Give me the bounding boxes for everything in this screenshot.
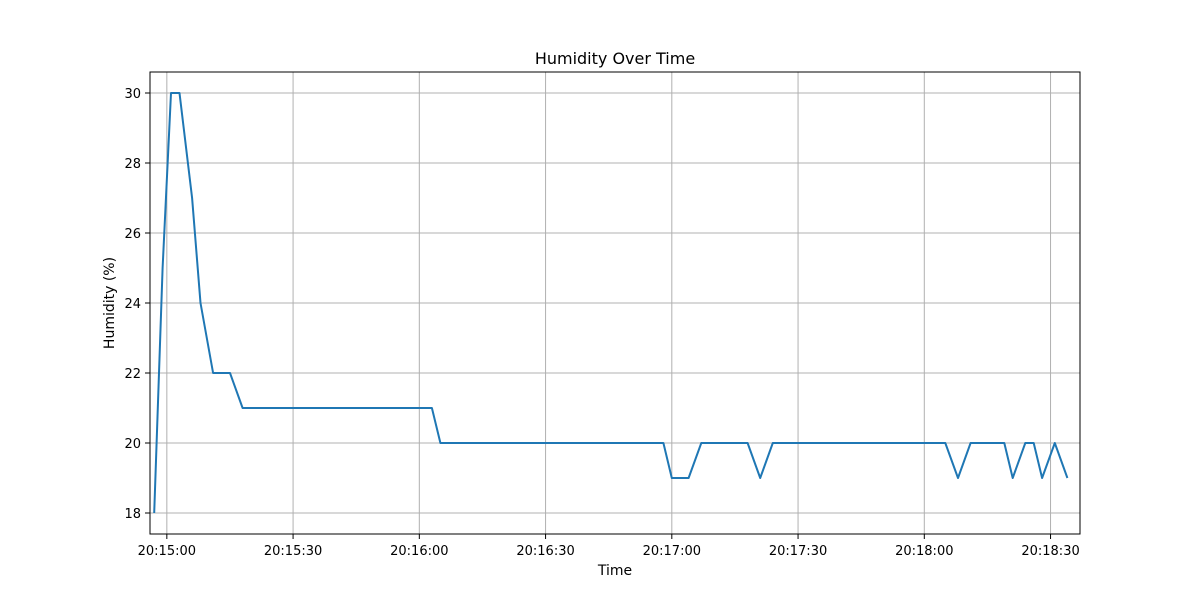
x-tick-label: 20:16:30: [516, 544, 574, 559]
x-tick-label: 20:15:30: [264, 544, 322, 559]
y-tick-label: 24: [124, 297, 141, 312]
x-tick-label: 20:18:00: [895, 544, 953, 559]
y-tick-label: 18: [124, 507, 141, 522]
axis-ticks: 20:15:00 20:15:30 20:16:00 20:16:30 20:17:00…: [124, 87, 1079, 559]
x-tick-label: 20:18:30: [1021, 544, 1079, 559]
x-tick-label: 20:17:30: [769, 544, 827, 559]
y-tick-label: 22: [124, 367, 141, 382]
y-tick-label: 28: [124, 157, 141, 172]
grid-lines: [150, 72, 1080, 534]
x-axis-label: Time: [597, 563, 632, 579]
y-tick-label: 30: [124, 87, 141, 102]
y-tick-label: 26: [124, 227, 141, 242]
humidity-series-line: [153, 92, 1069, 514]
x-tick-label: 20:16:00: [390, 544, 448, 559]
y-tick-label: 20: [124, 437, 141, 452]
chart-title: Humidity Over Time: [535, 49, 695, 68]
x-tick-label: 20:17:00: [643, 544, 701, 559]
y-axis-label: Humidity (%): [102, 257, 118, 349]
x-tick-label: 20:15:00: [138, 544, 196, 559]
